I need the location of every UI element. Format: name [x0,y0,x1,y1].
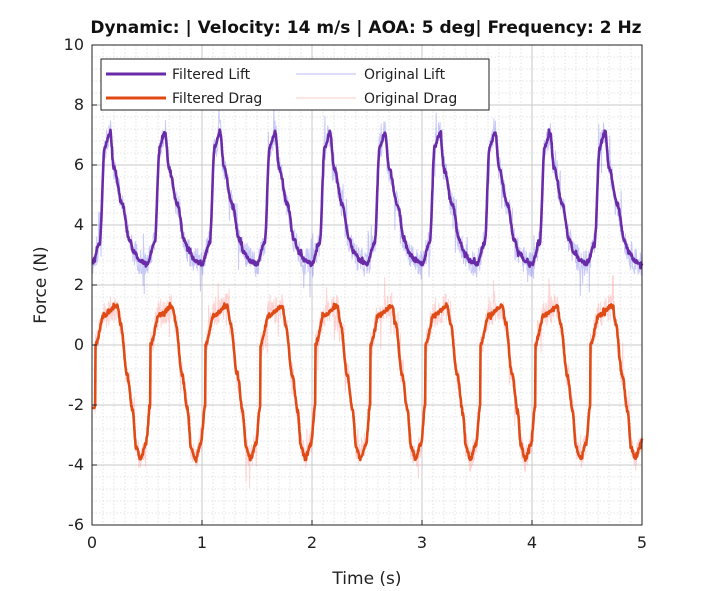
chart-title: Dynamic: | Velocity: 14 m/s | AOA: 5 deg… [90,18,641,38]
legend-label-original-drag: Original Drag [364,91,457,107]
x-tick-label: 0 [87,533,97,552]
legend-label-original-lift: Original Lift [364,67,446,83]
y-tick-label: -2 [68,395,84,414]
y-tick-label: 10 [64,35,84,54]
y-tick-label: -4 [68,455,84,474]
y-tick-label: 6 [74,155,84,174]
x-tick-label: 5 [637,533,647,552]
grid [92,45,642,525]
x-tick-label: 4 [527,533,537,552]
x-axis-label: Time (s) [331,569,401,589]
y-tick-label: 2 [74,275,84,294]
legend: Filtered Lift Original Lift Filtered Dra… [101,59,489,110]
y-tick-label: 4 [74,215,84,234]
y-tick-label: 0 [74,335,84,354]
legend-label-filtered-lift: Filtered Lift [172,67,251,83]
x-tick-label: 1 [197,533,207,552]
axis-ticks: 0 1 2 3 4 5 -6 -4 -2 0 2 4 6 8 10 [64,35,647,552]
legend-label-filtered-drag: Filtered Drag [172,91,262,107]
y-tick-label: 8 [74,95,84,114]
y-axis-label: Force (N) [31,246,51,323]
x-tick-label: 3 [417,533,427,552]
y-tick-label: -6 [68,515,84,534]
x-tick-label: 2 [307,533,317,552]
